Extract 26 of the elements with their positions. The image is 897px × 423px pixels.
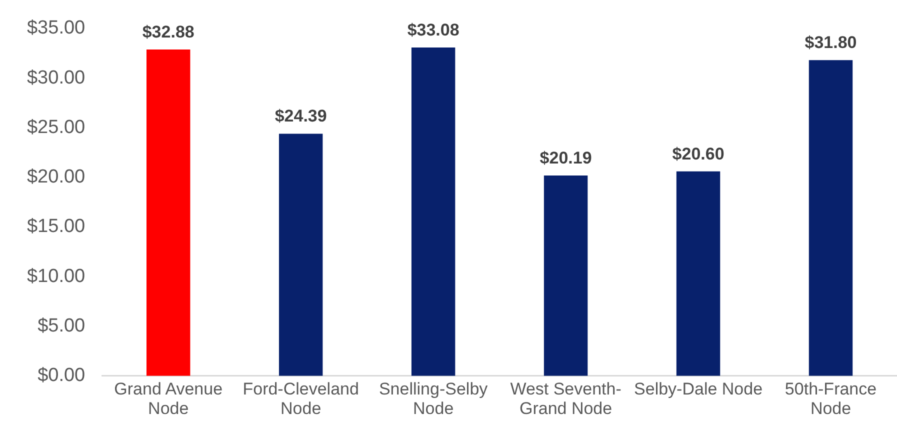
data-label: $31.80	[804, 33, 857, 52]
bar	[676, 171, 720, 376]
y-tick-label: $5.00	[38, 315, 86, 336]
bar	[278, 134, 323, 376]
y-tick-label: $10.00	[26, 266, 86, 287]
data-label: $32.88	[142, 22, 194, 42]
x-tick-label: 50th-France Node	[784, 379, 877, 418]
bar	[544, 175, 588, 376]
bar	[808, 60, 853, 376]
y-tick-label: $35.00	[26, 18, 86, 39]
bar	[411, 47, 456, 376]
y-tick-label: $0.00	[38, 365, 86, 386]
y-tick-label: $20.00	[26, 166, 86, 188]
bar	[146, 49, 190, 376]
data-label: $20.60	[672, 144, 724, 164]
y-tick-label: $30.00	[26, 67, 86, 88]
x-tick-label: Selby-Dale Node	[634, 379, 763, 398]
y-tick-label: $25.00	[26, 116, 86, 138]
x-tick-label: Ford-Cleveland Node	[242, 379, 359, 418]
data-label: $33.08	[407, 20, 460, 40]
data-label: $24.39	[274, 106, 327, 126]
y-tick-label: $15.00	[26, 216, 86, 238]
x-tick-label: West Seventh-Grand Node	[510, 379, 622, 418]
data-label: $20.19	[540, 148, 592, 168]
x-tick-label: Snelling-Selby Node	[378, 379, 488, 418]
x-tick-label: Grand Avenue Node	[114, 379, 223, 418]
